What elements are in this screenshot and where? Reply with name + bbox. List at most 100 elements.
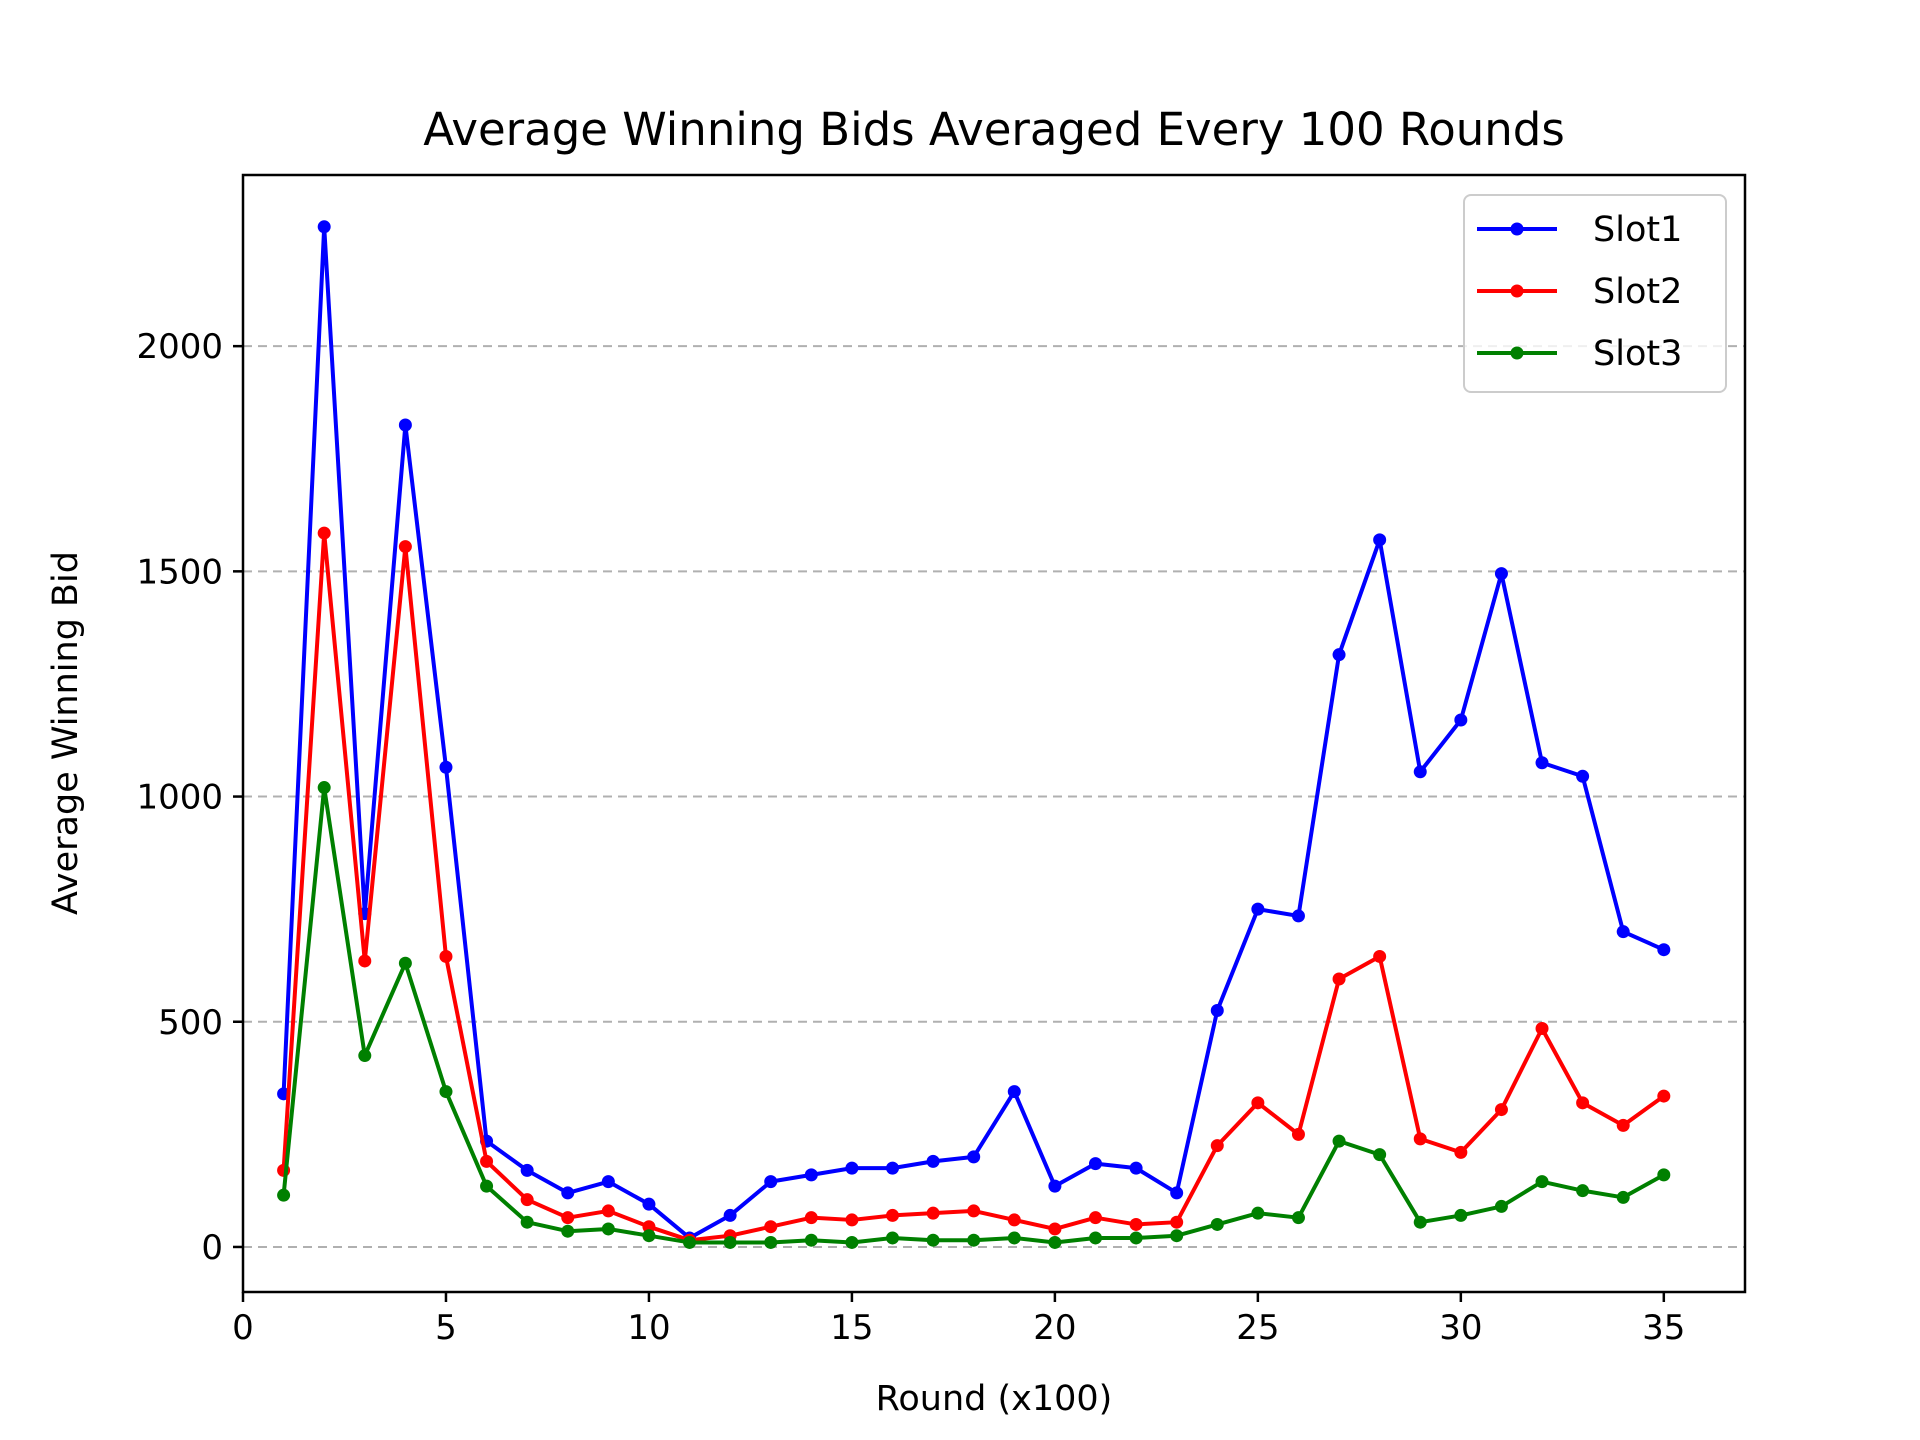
data-point-slot2 (398, 540, 412, 554)
x-tick-label: 15 (830, 1308, 873, 1348)
legend-box (1463, 194, 1727, 393)
data-point-slot1 (1210, 1003, 1224, 1017)
legend-marker (1510, 346, 1524, 360)
data-point-slot3 (480, 1179, 494, 1193)
data-point-slot3 (1007, 1231, 1021, 1245)
data-point-slot3 (1413, 1215, 1427, 1229)
legend-item-slot3: Slot3 (1477, 334, 1682, 374)
data-point-slot2 (886, 1208, 900, 1222)
data-point-slot1 (642, 1197, 656, 1211)
data-point-slot1 (1657, 943, 1671, 957)
data-point-slot2 (439, 949, 453, 963)
y-axis: 0 500 1000 1500 2000 (136, 327, 243, 1268)
x-tick-label: 20 (1033, 1308, 1076, 1348)
series-line-slot3 (281, 785, 1665, 1245)
data-point-slot3 (926, 1233, 940, 1247)
series-line-slot2 (281, 531, 1665, 1243)
chart-title: Average Winning Bids Averaged Every 100 … (423, 103, 1565, 156)
data-point-slot3 (1373, 1148, 1387, 1162)
data-point-slot2 (926, 1206, 940, 1220)
data-point-slot1 (1129, 1161, 1143, 1175)
x-axis: 0 5 10 15 20 25 30 35 (232, 1292, 1685, 1348)
data-point-slot2 (561, 1211, 575, 1225)
data-point-slot1 (1413, 765, 1427, 779)
data-point-slot3 (967, 1233, 981, 1247)
data-point-slot1 (317, 220, 331, 234)
y-tick-label: 1000 (136, 778, 223, 818)
x-tick-label: 25 (1236, 1308, 1279, 1348)
data-point-slot2 (1576, 1096, 1590, 1110)
data-point-slot2 (642, 1220, 656, 1234)
data-point-slot2 (1332, 972, 1346, 986)
data-point-slot2 (845, 1213, 859, 1227)
data-point-slot2 (804, 1211, 818, 1225)
data-point-slot2 (480, 1154, 494, 1168)
data-point-slot1 (1088, 1157, 1102, 1171)
data-point-slot1 (967, 1150, 981, 1164)
legend-label: Slot1 (1593, 210, 1682, 250)
data-point-slot1 (1373, 533, 1387, 547)
data-point-slot2 (1373, 949, 1387, 963)
data-point-slot3 (1494, 1199, 1508, 1213)
series-line-slot1 (281, 224, 1665, 1240)
data-point-slot1 (1251, 902, 1265, 916)
legend-item-slot1: Slot1 (1477, 210, 1682, 250)
data-point-slot2 (1657, 1089, 1671, 1103)
data-point-slot1 (1048, 1179, 1062, 1193)
data-point-slot3 (601, 1222, 615, 1236)
data-point-slot1 (398, 418, 412, 432)
data-point-slot3 (845, 1235, 859, 1249)
data-point-slot3 (764, 1235, 778, 1249)
data-point-slot3 (1129, 1231, 1143, 1245)
data-point-slot1 (439, 760, 453, 774)
y-tick-label: 0 (201, 1228, 223, 1268)
data-point-slot1 (1576, 769, 1590, 783)
x-tick-label: 5 (435, 1308, 457, 1348)
data-point-slot2 (520, 1193, 534, 1207)
data-point-slot2 (1129, 1217, 1143, 1231)
data-point-slot2 (1170, 1215, 1184, 1229)
data-point-slot2 (1007, 1213, 1021, 1227)
data-point-slot2 (358, 954, 372, 968)
data-point-slot1 (845, 1161, 859, 1175)
data-point-slot3 (1210, 1217, 1224, 1231)
y-tick-label: 1500 (136, 552, 223, 592)
data-point-slot3 (1535, 1175, 1549, 1189)
legend-label: Slot2 (1593, 272, 1682, 312)
data-point-slot2 (1088, 1211, 1102, 1225)
data-point-slot1 (1535, 756, 1549, 770)
data-point-slot2 (1616, 1118, 1630, 1132)
data-point-slot1 (1332, 648, 1346, 662)
data-point-slot3 (520, 1215, 534, 1229)
y-axis-label: Average Winning Bid (46, 551, 86, 915)
data-point-slot1 (1170, 1186, 1184, 1200)
data-point-slot3 (1332, 1134, 1346, 1148)
data-point-slot2 (967, 1204, 981, 1218)
data-point-slot3 (317, 781, 331, 795)
data-point-slot3 (1657, 1168, 1671, 1182)
plot-frame (241, 173, 1747, 1294)
data-point-slot1 (926, 1154, 940, 1168)
legend: Slot1 Slot2 Slot3 (1463, 194, 1727, 393)
data-point-slot2 (1413, 1132, 1427, 1146)
legend-marker (1510, 284, 1524, 298)
series-layer (277, 220, 1671, 1249)
data-point-slot2 (1494, 1103, 1508, 1117)
data-point-slot2 (601, 1204, 615, 1218)
data-point-slot1 (1454, 713, 1468, 727)
data-point-slot3 (1291, 1211, 1305, 1225)
data-point-slot2 (317, 526, 331, 540)
data-point-slot3 (886, 1231, 900, 1245)
data-point-slot3 (1170, 1229, 1184, 1243)
data-point-slot3 (1576, 1184, 1590, 1198)
data-point-slot3 (1048, 1235, 1062, 1249)
data-point-slot3 (358, 1049, 372, 1063)
data-point-slot1 (1494, 567, 1508, 581)
data-point-slot1 (1007, 1085, 1021, 1099)
data-point-slot1 (1291, 909, 1305, 923)
x-tick-label: 35 (1642, 1308, 1685, 1348)
data-point-slot3 (1088, 1231, 1102, 1245)
data-point-slot2 (1048, 1222, 1062, 1236)
data-point-slot2 (1535, 1022, 1549, 1036)
